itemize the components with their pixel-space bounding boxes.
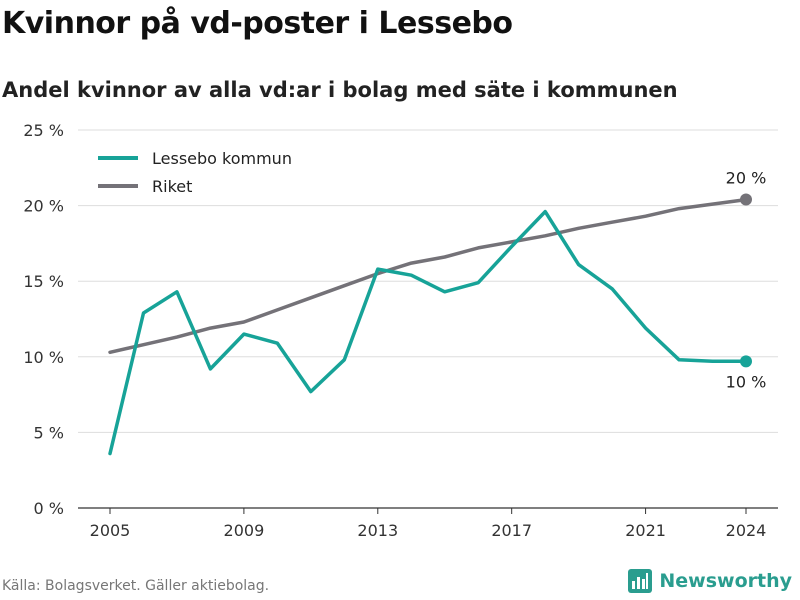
newsworthy-logo-icon bbox=[628, 569, 653, 593]
y-tick-label: 10 % bbox=[23, 348, 64, 367]
series-end-point bbox=[740, 193, 752, 206]
y-tick-label: 15 % bbox=[23, 272, 64, 291]
x-tick-label: 2024 bbox=[726, 521, 767, 540]
x-tick-label: 2021 bbox=[625, 521, 666, 540]
brand-name: Newsworthy bbox=[659, 570, 792, 592]
legend-label: Riket bbox=[152, 177, 192, 196]
source-note: Källa: Bolagsverket. Gäller aktiebolag. bbox=[2, 578, 270, 594]
y-tick-label: 0 % bbox=[34, 499, 64, 518]
grid-lines bbox=[78, 129, 778, 509]
series-line-lessebo bbox=[108, 209, 748, 456]
y-tick-label: 25 % bbox=[23, 121, 64, 140]
x-tick-label: 2005 bbox=[90, 521, 131, 540]
legend-label: Lessebo kommun bbox=[152, 149, 292, 168]
x-tick-label: 2017 bbox=[491, 521, 532, 540]
series-group: 20 % 10 % bbox=[108, 169, 767, 456]
y-tick-label: 20 % bbox=[23, 197, 64, 216]
x-tick-label: 2009 bbox=[224, 521, 265, 540]
brand-logo: Newsworthy bbox=[627, 568, 792, 594]
series-end-point bbox=[740, 355, 752, 368]
x-tick-label: 2013 bbox=[357, 521, 398, 540]
legend: Lessebo kommun Riket bbox=[98, 149, 292, 196]
y-tick-label: 5 % bbox=[34, 423, 64, 442]
series-end-label: 20 % bbox=[726, 169, 767, 188]
chart-title: Kvinnor på vd-poster i Lessebo bbox=[2, 6, 513, 41]
x-axis-ticks: 2005 2009 2013 2017 2021 2024 bbox=[90, 508, 767, 540]
series-end-label: 10 % bbox=[726, 372, 767, 391]
series-line-riket bbox=[108, 197, 748, 355]
chart-subtitle: Andel kvinnor av alla vd:ar i bolag med … bbox=[2, 78, 678, 102]
y-axis-ticks: 0 % 5 % 10 % 15 % 20 % 25 % bbox=[23, 121, 64, 518]
